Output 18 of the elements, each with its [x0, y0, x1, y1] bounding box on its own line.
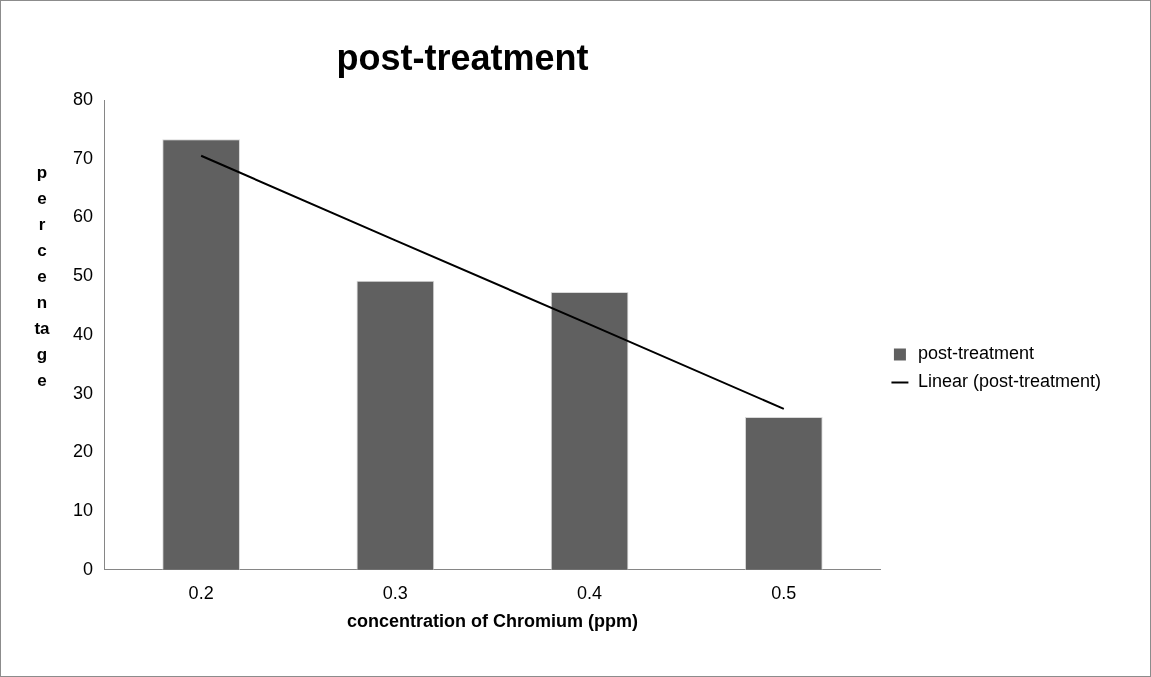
- text: percentage: [34, 163, 50, 390]
- x-tick-label: 0.3: [382, 582, 408, 603]
- chart-title: post-treatment: [336, 36, 589, 78]
- y-tick-label: 70: [72, 147, 94, 168]
- x-tick-label: 0.4: [577, 582, 603, 603]
- y-tick-label: 10: [72, 500, 94, 521]
- legend-label: Linear (post-treatment): [917, 371, 1101, 392]
- x-tick-label: 0.2: [188, 582, 214, 603]
- y-tick-label: 50: [72, 265, 94, 286]
- y-tick-label: 20: [72, 441, 94, 462]
- legend-label: post-treatment: [917, 343, 1034, 364]
- y-tick-label: 40: [72, 323, 94, 344]
- y-tick-label: 30: [72, 382, 94, 403]
- x-tick-label: 0.5: [771, 582, 797, 603]
- y-tick-label: 0: [83, 558, 94, 579]
- x-axis-title: concentration of Chromium (ppm): [346, 611, 638, 632]
- y-tick-label: 60: [72, 206, 94, 227]
- y-tick-label: 80: [72, 88, 94, 109]
